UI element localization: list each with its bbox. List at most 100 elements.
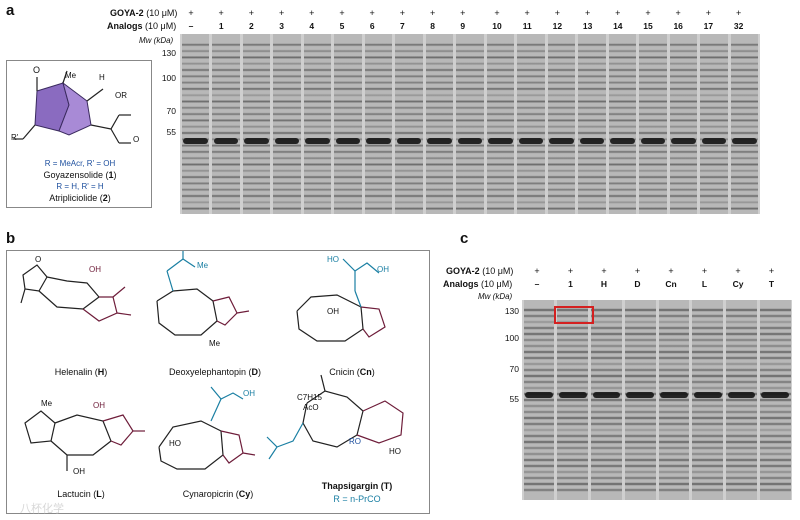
- panel-c-lane-label: Cy: [732, 279, 744, 289]
- goyazensolide-name: Goyazensolide (1): [43, 170, 117, 180]
- cynaropicrin-oh: OH: [243, 389, 255, 398]
- panel-a-goya-plus: +: [188, 8, 194, 18]
- helenalin-o: O: [35, 255, 42, 264]
- panel-a-goya-plus: +: [554, 8, 561, 18]
- panel-a-goya-plus: +: [675, 8, 681, 18]
- lactucin-oh-2: OH: [73, 467, 85, 476]
- panel-a-lane-label: –: [188, 21, 194, 31]
- helenalin-name: Helenalin (H): [54, 367, 108, 377]
- gel-lane: [212, 34, 240, 214]
- panel-a-lane-label: 15: [643, 21, 653, 31]
- deoxyelephantopin-name: Deoxyelephantopin (D): [168, 367, 262, 377]
- panel-c-goya-plus: +: [601, 266, 607, 276]
- panel-a-goya-plus: +: [460, 8, 466, 18]
- gel-heavy-band: [693, 392, 722, 398]
- structure-label-rp: R': [11, 133, 19, 142]
- structure-label-o1: O: [33, 65, 41, 75]
- gel-lane: [639, 34, 667, 214]
- gel-lane: [759, 300, 791, 500]
- gel-lane: [456, 34, 484, 214]
- helenalin-oh: OH: [89, 265, 101, 274]
- panel-a-tick-130: 130: [161, 48, 176, 58]
- panel-c-goya-plus: +: [735, 266, 741, 276]
- panel-a-goya-plus: +: [524, 8, 530, 18]
- lactucin-name: Lactucin (L): [57, 489, 105, 499]
- gel-heavy-band: [274, 138, 300, 145]
- gel-heavy-band: [592, 392, 621, 398]
- thapsigargin-structure: [266, 374, 404, 460]
- structure-r-line-2: R = H, R' = H: [56, 182, 104, 191]
- panel-c-goya-plus: +: [534, 266, 540, 276]
- thaps-ho: HO: [389, 447, 401, 456]
- panel-c-lane-label: –: [534, 279, 540, 289]
- gel-lane: [517, 34, 545, 214]
- compound-structures: [20, 251, 404, 471]
- gel-lane: [669, 34, 698, 214]
- panel-a-lane-label: 5: [339, 21, 345, 31]
- gel-lane: [658, 300, 690, 500]
- gel-heavy-band: [579, 138, 605, 145]
- panel-a-tick-55: 55: [166, 127, 176, 137]
- panel-a-letter: a: [6, 2, 15, 19]
- helenalin-structure: [20, 264, 132, 322]
- deoxy-me: Me: [197, 261, 209, 270]
- gel-heavy-band: [427, 138, 452, 145]
- panel-a-goya-plus: +: [369, 8, 375, 18]
- thapsigargin-r-def: R = n-PrCO: [333, 494, 381, 504]
- gel-lane: [624, 300, 656, 500]
- gel-lane: [726, 300, 757, 500]
- gel-lane: [181, 34, 210, 214]
- panel-a-goya-plus: +: [584, 8, 591, 18]
- panel-a-lane-label: 6: [369, 21, 375, 31]
- gel-lane: [273, 34, 301, 214]
- panel-a-lane-label: 12: [552, 21, 563, 31]
- gel-lane: [578, 34, 606, 214]
- gel-heavy-band: [183, 138, 208, 145]
- gel-heavy-band: [335, 138, 361, 145]
- panel-a-goya-plus: +: [218, 8, 224, 18]
- gel-heavy-band: [305, 138, 330, 145]
- gel-heavy-band: [525, 392, 553, 398]
- panel-a-tick-70: 70: [166, 106, 176, 116]
- gel-heavy-band: [518, 138, 544, 145]
- deoxy-me-2: Me: [209, 339, 221, 348]
- lactucin-me: Me: [41, 399, 53, 408]
- gel-heavy-band: [640, 138, 666, 145]
- panel-c-lane-label: D: [634, 279, 641, 289]
- gel-heavy-band: [626, 392, 654, 398]
- panel-c-lane-label: Cn: [665, 279, 677, 289]
- gel-heavy-band: [457, 138, 483, 145]
- gel-lane: [591, 300, 622, 500]
- panel-a-lane-label: 10: [492, 21, 502, 31]
- panel-c-goya-plus: +: [634, 266, 641, 276]
- gel-heavy-band: [366, 138, 391, 145]
- gel-heavy-band: [213, 138, 239, 145]
- panel-a-lane-label: 2: [249, 21, 254, 31]
- gel-heavy-band: [732, 138, 757, 145]
- cnicin-structure: [296, 258, 386, 342]
- panel-a-lane-label: 7: [400, 21, 405, 31]
- lactucin-oh: OH: [93, 401, 105, 410]
- panel-a-analogs-label: Analogs (10 μM): [107, 21, 177, 31]
- gel-lane: [334, 34, 362, 214]
- panel-c-tick-100: 100: [504, 333, 519, 343]
- panel-a-goya-plus: +: [248, 8, 255, 18]
- structure-r-line-1: R = MeAcr, R' = OH: [44, 159, 116, 168]
- cynaropicrin-ho: HO: [169, 439, 181, 448]
- cynaropicrin-name: Cynaropicrin (Cy): [182, 489, 254, 499]
- deoxyelephantopin-structure: [156, 251, 250, 336]
- gel-heavy-band: [244, 138, 269, 145]
- gel-lane: [730, 34, 759, 214]
- panel-a-lane-label: 14: [613, 21, 623, 31]
- gel-lane: [242, 34, 271, 214]
- panel-c-goya-label: GOYA-2 (10 μM): [446, 266, 514, 276]
- panel-b-box: OH O Me Me HO OH OH Me OH OH OH HO C7H15…: [6, 250, 430, 514]
- panel-c-lane-label: 1: [568, 279, 573, 289]
- gel-image-c: [522, 300, 792, 500]
- structure-label-h: H: [99, 73, 105, 82]
- structure-label-o2: O: [133, 135, 140, 144]
- watermark: 八杯化学: [20, 503, 64, 515]
- gel-image-a: [180, 34, 760, 214]
- panel-c-tick-130: 130: [504, 306, 519, 316]
- panel-a-lane-label: 1: [218, 21, 224, 31]
